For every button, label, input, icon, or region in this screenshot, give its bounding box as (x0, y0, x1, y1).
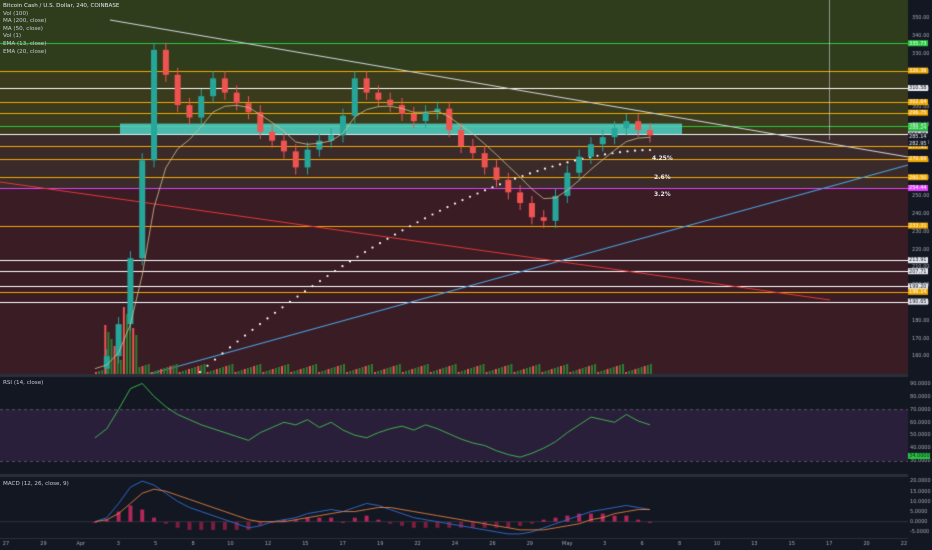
percent-annotation: 4.25% (652, 155, 673, 162)
indicator-ema20[interactable]: EMA (20, close) (3, 48, 47, 55)
symbol-title: Bitcoin Cash / U.S. Dollar, 240, COINBAS… (3, 3, 120, 9)
chart-legend: Bitcoin Cash / U.S. Dollar, 240, COINBAS… (3, 3, 119, 56)
percent-annotation: 2.6% (654, 174, 671, 181)
macd-pane-label: MACD (12, 26, close, 9) (3, 481, 69, 487)
indicator-ma200[interactable]: MA (200, close) (3, 18, 47, 25)
indicator-ma50[interactable]: MA (50, close) (3, 25, 43, 32)
percent-annotation: 3.2% (654, 191, 671, 198)
indicator-vol1[interactable]: Vol (1) (3, 33, 22, 40)
indicator-vol100[interactable]: Vol (100) (3, 10, 29, 17)
rsi-pane-label: RSI (14, close) (3, 380, 44, 386)
indicator-ema13[interactable]: EMA (13, close) (3, 40, 47, 47)
